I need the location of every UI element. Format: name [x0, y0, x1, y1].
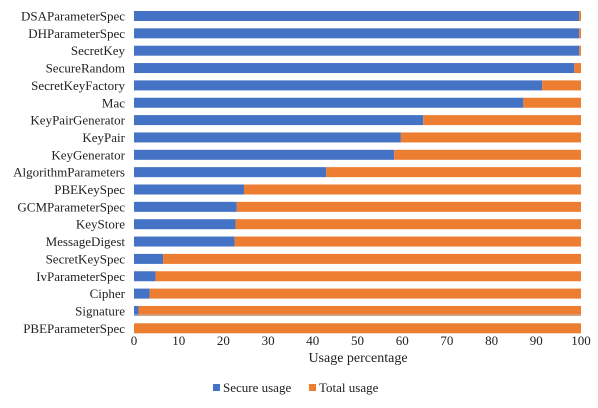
- category-label: DHParameterSpec: [28, 26, 125, 41]
- category-label: SecretKey: [71, 43, 126, 58]
- bar-secure-usage: [134, 305, 139, 316]
- bar-total-usage: [423, 115, 581, 126]
- bar-total-usage: [243, 184, 581, 195]
- bar-total-usage: [579, 28, 581, 39]
- category-label: KeyPairGenerator: [30, 113, 125, 128]
- category-label: GCMParameterSpec: [17, 199, 125, 214]
- bar-total-usage: [326, 167, 581, 178]
- bar-total-usage: [579, 11, 581, 21]
- bar-total-usage: [394, 149, 581, 160]
- category-label: KeyGenerator: [51, 147, 125, 162]
- category-label: SecretKeySpec: [46, 251, 126, 266]
- category-label: SecretKeyFactory: [31, 78, 125, 93]
- category-label: DSAParameterSpec: [21, 9, 125, 24]
- bar-secure-usage: [134, 115, 424, 126]
- x-tick-label: 0: [131, 333, 138, 348]
- bar-total-usage: [574, 63, 581, 74]
- bar-total-usage: [523, 97, 581, 108]
- bar-total-usage: [149, 288, 582, 299]
- bar-total-usage: [138, 305, 581, 316]
- bar-secure-usage: [134, 63, 575, 74]
- category-label: Mac: [102, 95, 125, 110]
- x-tick-label: 80: [485, 333, 498, 348]
- category-label: KeyPair: [82, 130, 125, 145]
- bar-secure-usage: [134, 97, 524, 108]
- legend: Secure usage Total usage: [213, 380, 379, 395]
- category-label: IvParameterSpec: [36, 269, 125, 284]
- category-label: AlgorithmParameters: [13, 165, 125, 180]
- legend-label-total-usage: Total usage: [319, 380, 379, 395]
- legend-swatch-secure-usage: [213, 384, 220, 391]
- category-label: Cipher: [90, 286, 126, 301]
- bar-secure-usage: [134, 219, 236, 230]
- bar-secure-usage: [134, 80, 543, 91]
- category-labels: DSAParameterSpec DHParameterSpec SecretKey…: [13, 9, 126, 336]
- bar-secure-usage: [134, 236, 235, 247]
- category-label: PBEKeySpec: [54, 182, 125, 197]
- bar-secure-usage: [134, 149, 395, 160]
- bar-total-usage: [163, 253, 581, 264]
- bar-secure-usage: [134, 28, 580, 39]
- category-label: KeyStore: [76, 217, 125, 232]
- x-tick-label: 10: [172, 333, 185, 348]
- category-label: PBEParameterSpec: [23, 321, 125, 336]
- bar-total-usage: [234, 236, 581, 247]
- bar-secure-usage: [134, 271, 156, 282]
- bar-secure-usage: [134, 288, 150, 299]
- bar-total-usage: [579, 45, 581, 56]
- bars-layer: [134, 11, 582, 334]
- bar-secure-usage: [134, 167, 327, 178]
- category-label: Signature: [75, 303, 125, 318]
- x-tick-label: 30: [262, 333, 275, 348]
- category-label: SecureRandom: [46, 61, 125, 76]
- x-axis-label: Usage percentage: [308, 351, 407, 366]
- x-tick-labels: 0 10 20 30 40 50 60 70 80 90 100: [131, 333, 591, 348]
- bar-secure-usage: [134, 132, 401, 143]
- bar-secure-usage: [134, 184, 244, 195]
- x-tick-label: 20: [217, 333, 230, 348]
- bar-secure-usage: [134, 11, 580, 21]
- x-tick-label: 60: [396, 333, 409, 348]
- bar-secure-usage: [134, 45, 580, 56]
- x-tick-label: 40: [306, 333, 319, 348]
- bar-total-usage: [134, 323, 581, 334]
- bar-total-usage: [236, 201, 581, 212]
- legend-swatch-total-usage: [309, 384, 316, 391]
- bar-total-usage: [542, 80, 581, 91]
- category-label: MessageDigest: [46, 234, 126, 249]
- bar-total-usage: [235, 219, 581, 230]
- bar-secure-usage: [134, 253, 164, 264]
- x-tick-label: 100: [571, 333, 591, 348]
- x-tick-label: 50: [351, 333, 364, 348]
- bar-total-usage: [400, 132, 581, 143]
- bar-secure-usage: [134, 201, 237, 212]
- bar-total-usage: [155, 271, 581, 282]
- x-tick-label: 90: [530, 333, 543, 348]
- x-tick-label: 70: [440, 333, 453, 348]
- legend-label-secure-usage: Secure usage: [223, 380, 291, 395]
